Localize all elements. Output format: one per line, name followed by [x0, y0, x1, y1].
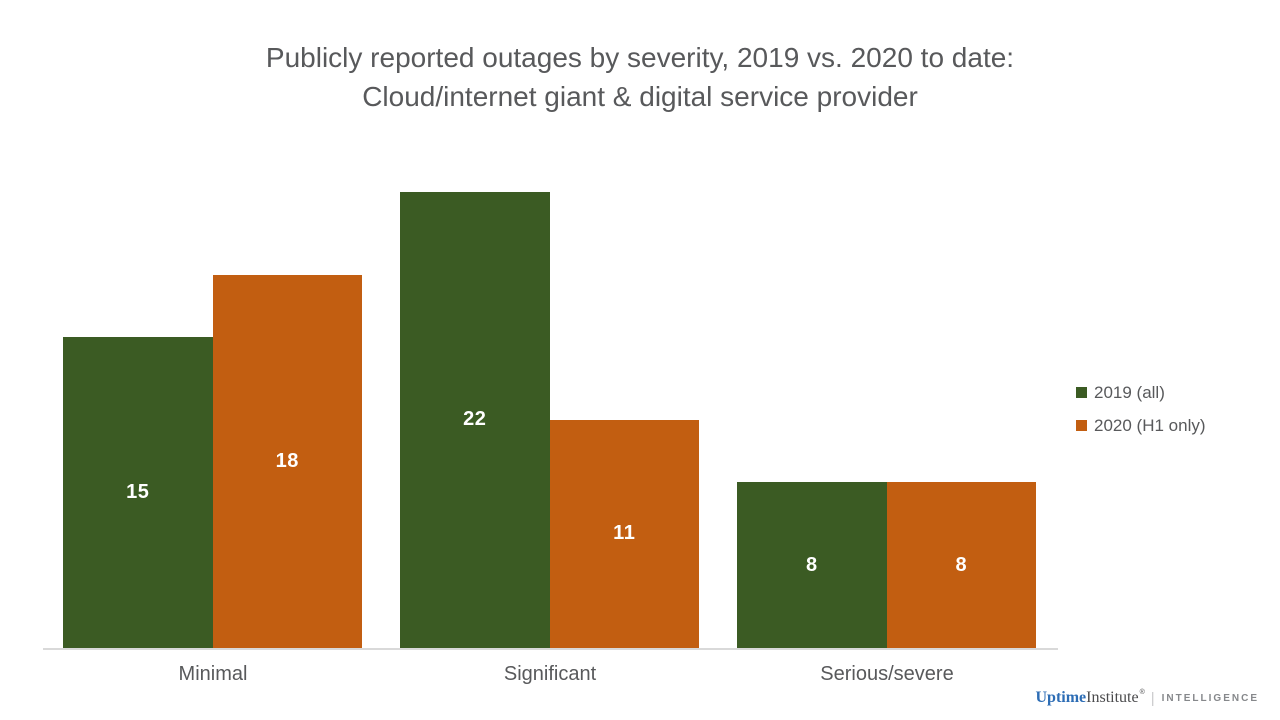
chart-title-line-1: Publicly reported outages by severity, 2… [265, 42, 1015, 73]
bar-value-label: 22 [463, 408, 487, 431]
brand-uptime-text: Uptime [1035, 689, 1087, 706]
bar-value-label: 18 [275, 449, 299, 472]
legend-label-2019: 2019 (all) [1094, 382, 1165, 402]
chart-title-line-2: Cloud/internet giant & digital service p… [362, 81, 918, 112]
x-axis-label-serious-severe: Serious/severe [820, 663, 954, 685]
bar-2020-h1-only--serious-severe: 8 [886, 482, 1036, 648]
legend-swatch-2019 [1076, 387, 1087, 398]
bar-2019-all--minimal: 15 [63, 336, 213, 648]
chart-title: Publicly reported outages by severity, 2… [0, 38, 1280, 116]
bar-value-label: 8 [805, 553, 818, 576]
bar-value-label: 11 [613, 522, 636, 545]
registered-trademark-icon: ® [1139, 689, 1145, 696]
bar-value-label: 15 [126, 480, 150, 503]
chart-legend: 2019 (all) 2020 (H1 only) [1076, 376, 1206, 442]
bar-2020-h1-only--minimal: 18 [212, 274, 362, 648]
brand-separator: | [1150, 689, 1155, 707]
bar-2019-all--significant: 22 [400, 191, 550, 648]
x-axis-label-minimal: Minimal [178, 663, 248, 685]
uptime-institute-logo: Uptime Institute ® | INTELLIGENCE [1035, 689, 1259, 707]
bar-value-label: 8 [955, 553, 968, 576]
legend-item-2019: 2019 (all) [1076, 376, 1206, 409]
brand-intelligence-text: INTELLIGENCE [1161, 692, 1259, 704]
legend-swatch-2020 [1076, 420, 1087, 431]
brand-institute-text: Institute [1086, 689, 1139, 706]
bar-2020-h1-only--significant: 11 [549, 419, 699, 648]
plot-area: 15 18 22 11 8 8 [43, 150, 1058, 650]
x-axis-labels: Minimal Significant Serious/severe [0, 663, 1280, 693]
bar-2019-all--serious-severe: 8 [737, 482, 887, 648]
legend-label-2020: 2020 (H1 only) [1094, 415, 1206, 435]
legend-item-2020: 2020 (H1 only) [1076, 409, 1206, 442]
x-axis-label-significant: Significant [503, 663, 597, 685]
